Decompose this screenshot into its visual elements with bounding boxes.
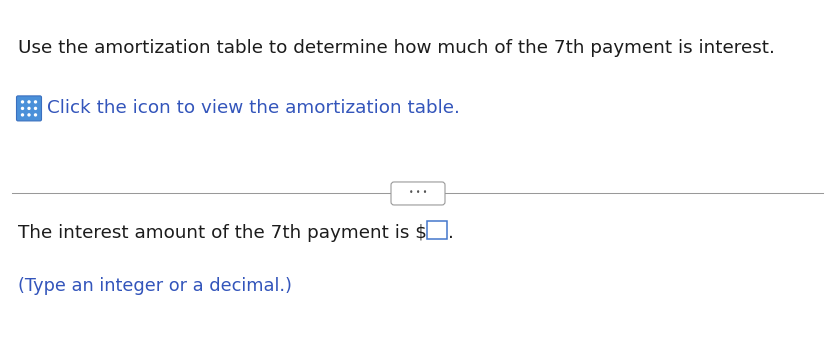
Text: • • •: • • • [409, 189, 428, 197]
Text: (Type an integer or a decimal.): (Type an integer or a decimal.) [18, 277, 292, 295]
Circle shape [28, 114, 30, 116]
Circle shape [22, 101, 23, 103]
Circle shape [22, 108, 23, 109]
Circle shape [28, 108, 30, 109]
FancyBboxPatch shape [391, 182, 445, 205]
Circle shape [22, 114, 23, 116]
Text: The interest amount of the 7th payment is $: The interest amount of the 7th payment i… [18, 224, 427, 242]
Circle shape [34, 101, 37, 103]
Circle shape [34, 108, 37, 109]
FancyBboxPatch shape [17, 96, 42, 121]
Circle shape [28, 101, 30, 103]
Text: Use the amortization table to determine how much of the 7th payment is interest.: Use the amortization table to determine … [18, 39, 775, 57]
Text: .: . [448, 224, 453, 242]
Bar [427, 221, 447, 239]
Text: Click the icon to view the amortization table.: Click the icon to view the amortization … [47, 99, 460, 118]
Circle shape [34, 114, 37, 116]
